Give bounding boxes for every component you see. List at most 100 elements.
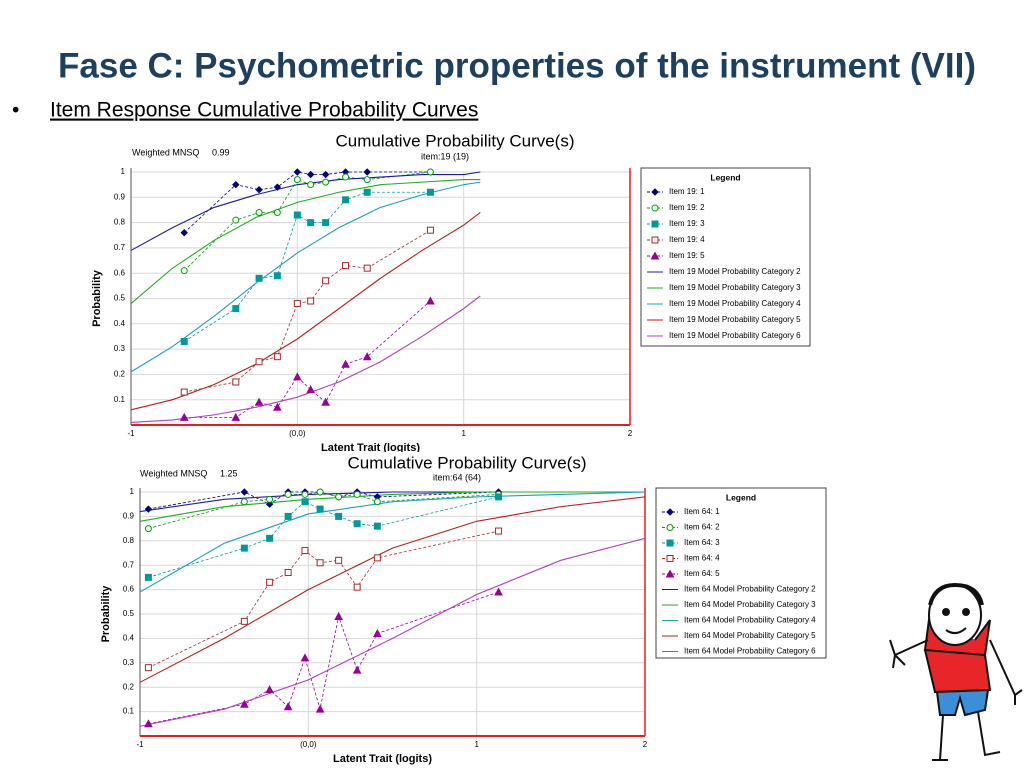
data-point xyxy=(301,498,309,506)
y-tick-label: 0.6 xyxy=(114,268,126,277)
legend-label: Item 19: 1 xyxy=(669,187,705,196)
legend-label: Item 64 Model Probability Category 6 xyxy=(684,647,816,656)
data-point xyxy=(273,183,282,191)
data-point xyxy=(426,188,434,196)
data-point xyxy=(144,664,152,672)
legend-label: Item 64: 2 xyxy=(684,523,720,532)
bullet-dot: • xyxy=(12,99,19,122)
legend-label: Item 19 Model Probability Category 6 xyxy=(669,331,801,340)
y-tick-label: 0.4 xyxy=(114,319,126,328)
legend-marker xyxy=(651,236,659,244)
data-point xyxy=(307,219,315,227)
data-point xyxy=(322,178,330,186)
mnsq-label: Weighted MNSQ xyxy=(140,468,207,478)
data-point xyxy=(316,559,324,567)
data-point xyxy=(494,587,503,596)
model-curve xyxy=(130,181,481,373)
data-point xyxy=(292,372,302,381)
legend-label: Item 64: 3 xyxy=(684,538,720,547)
model-curve xyxy=(130,295,481,424)
data-point xyxy=(232,216,240,224)
legend-label: Item 19 Model Probability Category 2 xyxy=(669,267,801,276)
legend-marker xyxy=(651,204,659,212)
data-point xyxy=(293,300,301,308)
data-point xyxy=(273,272,281,280)
data-point xyxy=(144,505,153,513)
observed-line xyxy=(148,491,499,529)
legend-label: Item 19 Model Probability Category 3 xyxy=(669,283,801,292)
data-point xyxy=(179,412,189,421)
data-point xyxy=(335,493,343,501)
data-point xyxy=(293,211,301,219)
legend-title: Legend xyxy=(710,172,740,182)
legend-label: Item 19 Model Probability Category 4 xyxy=(669,299,801,308)
y-tick-label: 0.9 xyxy=(123,512,135,521)
data-point xyxy=(240,488,249,496)
data-point xyxy=(240,498,248,506)
model-curve xyxy=(130,179,481,304)
data-point xyxy=(334,611,343,620)
legend-label: Item 64: 4 xyxy=(684,554,720,563)
data-point xyxy=(232,305,240,313)
legend-title: Legend xyxy=(726,492,756,502)
model-curve xyxy=(130,171,481,251)
data-point xyxy=(322,219,330,227)
legend-label: Item 64 Model Probability Category 4 xyxy=(684,616,816,625)
data-point xyxy=(293,168,302,176)
data-point xyxy=(342,173,350,181)
model-curve xyxy=(139,491,645,522)
data-point xyxy=(342,196,350,204)
data-point xyxy=(266,578,274,586)
data-point xyxy=(315,704,325,713)
data-point xyxy=(316,505,324,513)
data-point xyxy=(307,297,315,305)
data-point xyxy=(341,359,350,368)
data-point xyxy=(301,490,309,498)
y-tick-label: 0.3 xyxy=(114,344,126,353)
data-point xyxy=(335,556,343,564)
y-tick-label: 0.3 xyxy=(123,658,135,667)
y-tick-label: 1 xyxy=(130,487,135,496)
y-tick-label: 0.8 xyxy=(114,218,126,227)
observed-line xyxy=(184,229,431,393)
legend-label: Item 64 Model Probability Category 5 xyxy=(684,631,816,640)
x-axis-label: Latent Trait (logits) xyxy=(333,753,432,765)
data-point xyxy=(306,385,315,394)
data-point xyxy=(373,554,381,562)
data-point xyxy=(335,512,343,520)
data-point xyxy=(426,226,434,234)
y-tick-label: 0.4 xyxy=(123,634,135,643)
chart-subtitle: item:64 (64) xyxy=(433,472,481,482)
data-point xyxy=(284,512,292,520)
x-tick-label: -1 xyxy=(127,429,135,438)
y-tick-label: 0.1 xyxy=(114,395,126,404)
data-point xyxy=(363,188,371,196)
data-point xyxy=(255,358,263,366)
y-tick-label: 0.6 xyxy=(123,585,135,594)
y-tick-label: 0.2 xyxy=(123,682,135,691)
data-point xyxy=(426,168,434,176)
data-point xyxy=(232,180,240,189)
y-tick-label: 0.9 xyxy=(114,192,126,201)
model-curve xyxy=(139,537,646,727)
y-axis-label: Probability xyxy=(91,269,103,327)
data-point xyxy=(306,170,315,179)
legend-label: Item 64 Model Probability Category 3 xyxy=(684,600,816,609)
x-tick-label: 1 xyxy=(474,740,479,749)
legend-box xyxy=(640,167,811,347)
data-point xyxy=(273,208,281,216)
observed-line xyxy=(184,300,431,418)
legend-label: Item 19: 2 xyxy=(669,203,705,212)
data-point xyxy=(265,685,274,694)
chart-title: Cumulative Probability Curve(s) xyxy=(335,131,574,150)
data-point xyxy=(240,617,248,625)
data-point xyxy=(266,534,274,542)
data-point xyxy=(426,296,435,305)
model-curve xyxy=(139,496,646,683)
data-point xyxy=(293,176,301,184)
data-point xyxy=(353,583,361,591)
data-point xyxy=(265,500,274,508)
chart-subtitle: item:19 (19) xyxy=(421,151,469,161)
observed-line xyxy=(148,591,499,725)
data-point xyxy=(363,264,371,272)
